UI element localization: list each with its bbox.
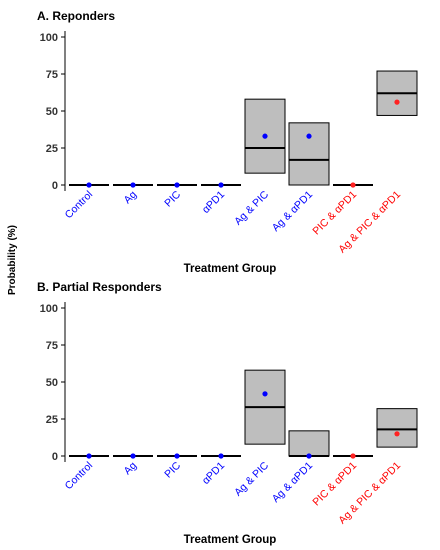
y-tick-label: 50 [46,106,58,118]
x-tick-label-0: Control [63,460,95,492]
mean-point-1 [130,453,136,459]
mean-point-7 [394,431,400,437]
mean-point-2 [174,182,180,188]
x-tick-label-5: Ag & αPD1 [270,189,315,234]
mean-point-0 [86,453,92,459]
mean-point-1 [130,182,136,188]
x-tick-label-2: PIC [162,459,183,480]
x-tick-label-0: Control [63,189,95,221]
x-tick-label-3: αPD1 [200,460,227,487]
y-tick-label: 0 [52,451,58,463]
y-tick-label: 25 [46,414,58,426]
panel-title: B. Partial Responders [37,280,162,294]
box-5 [288,122,330,186]
y-tick-label: 50 [46,377,58,389]
panel-a: A. Reponders Treatment Group 0 25 50 75 100 C… [37,9,418,275]
y-tick-label: 25 [46,143,58,155]
box-7 [376,408,418,448]
mean-point-6 [350,182,356,188]
y-tick-label: 0 [52,180,58,192]
y-axis-label: Probability (%) [7,225,18,295]
mean-point-7 [394,99,400,105]
mean-point-5 [306,133,312,139]
x-axis-title: Treatment Group [184,263,277,275]
y-tick-label: 75 [46,340,58,352]
y-tick-label: 100 [40,303,58,315]
x-tick-label-3: αPD1 [200,189,227,216]
x-tick-label-5: Ag & αPD1 [270,460,315,505]
mean-point-0 [86,182,92,188]
panel-title: A. Reponders [37,9,115,23]
box-5 [288,430,330,457]
y-tick-label: 75 [46,69,58,81]
panel-b: B. Partial Responders Treatment Group 0 2… [37,280,418,546]
x-tick-label-4: Ag & PIC [232,188,271,227]
mean-point-3 [218,182,224,188]
x-tick-label-1: Ag [122,460,140,478]
mean-point-2 [174,453,180,459]
mean-point-3 [218,453,224,459]
mean-point-4 [262,391,268,397]
y-tick-label: 100 [40,32,58,44]
mean-point-5 [306,453,312,459]
x-axis-title: Treatment Group [184,534,277,546]
x-tick-label-2: PIC [162,188,183,209]
x-tick-label-4: Ag & PIC [232,459,271,498]
x-tick-label-1: Ag [122,189,140,207]
mean-point-4 [262,133,268,139]
mean-point-6 [350,453,356,459]
